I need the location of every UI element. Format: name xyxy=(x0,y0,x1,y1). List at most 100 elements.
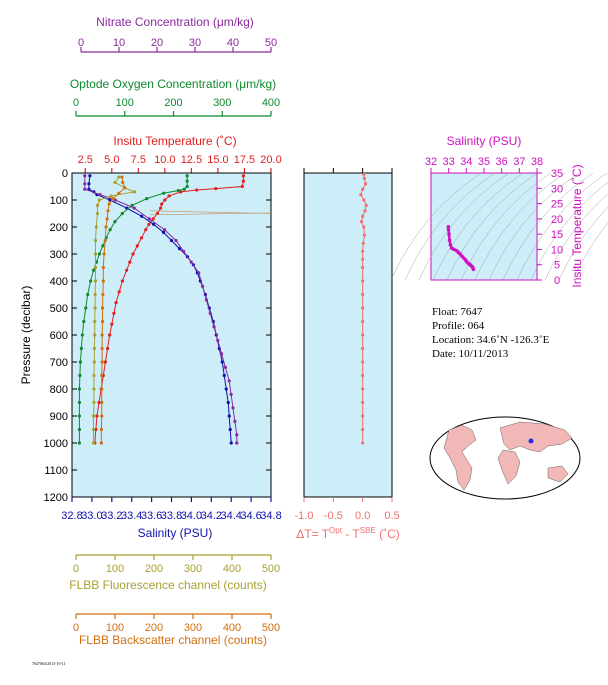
pressure-tick-label: 900 xyxy=(50,411,68,423)
density-contour xyxy=(572,222,608,281)
series-point-5 xyxy=(105,217,109,221)
ts-point xyxy=(446,225,451,229)
series-point-4 xyxy=(92,373,96,378)
salinity-tick-label: 32.8 xyxy=(61,510,82,522)
pressure-tick-label: 500 xyxy=(50,303,68,315)
series-point-0 xyxy=(125,268,129,272)
series-point-5 xyxy=(106,209,110,213)
temperature-tick-label: 15.0 xyxy=(207,154,228,166)
series-point-3 xyxy=(216,338,220,342)
density-contour xyxy=(474,172,566,281)
oxygen-tick-label: 100 xyxy=(116,97,134,109)
series-point-0 xyxy=(108,333,112,337)
salinity-tick-label: 34.4 xyxy=(220,510,241,522)
main-profile-panel: 0 100 200 300 400 500 600 700 800 900 1000 1100 1200… xyxy=(19,168,392,504)
series-point-0 xyxy=(160,202,164,206)
temperature-axis-label: Insitu Temperature (˚C) xyxy=(113,134,236,148)
series-point-5 xyxy=(100,373,104,378)
delta-tick-label: 0.5 xyxy=(384,510,399,522)
series-point-3 xyxy=(212,325,216,329)
salinity-tick-label: 34.0 xyxy=(181,510,202,522)
series-point-4 xyxy=(93,252,98,256)
fluorescence-tick-label: 0 xyxy=(73,563,79,575)
world-map xyxy=(429,416,581,500)
series-point-4 xyxy=(91,441,96,445)
oxygen-tick-label: 300 xyxy=(213,97,231,109)
series-point-5 xyxy=(103,238,107,243)
density-contour xyxy=(502,172,594,281)
series-point-2 xyxy=(77,427,82,432)
map-land-americas xyxy=(443,424,477,491)
series-point-4 xyxy=(95,203,100,207)
series-point-3 xyxy=(98,193,102,197)
fluorescence-tick-label: 400 xyxy=(223,563,241,575)
series-point-3 xyxy=(204,298,208,302)
series-point-2 xyxy=(97,252,101,256)
temperature-tick-label: 2.5 xyxy=(78,154,93,166)
backscatter-axis: 0 100 200 300 400 500 FLBB Backscatter channe… xyxy=(73,613,280,647)
series-point-4 xyxy=(93,292,97,297)
density-contour xyxy=(558,206,608,281)
series-point-3 xyxy=(197,271,201,275)
delta-point xyxy=(361,427,365,432)
ts-right-tick-label: 20 xyxy=(551,214,563,226)
delta-point xyxy=(361,257,365,261)
delta-point xyxy=(363,209,367,213)
series-point-3 xyxy=(235,433,239,437)
series-point-4 xyxy=(93,265,98,270)
series-point-0 xyxy=(110,322,114,326)
series-point-2 xyxy=(101,244,105,248)
ts-right-tick-label: 10 xyxy=(551,244,563,256)
pressure-axis-label: Pressure (decibar) xyxy=(19,286,33,385)
fluorescence-tick-label: 200 xyxy=(145,563,163,575)
delta-point xyxy=(361,441,365,445)
series-point-3 xyxy=(220,352,224,356)
float-number: Float: 7647 xyxy=(432,306,483,318)
ts-point xyxy=(446,227,451,232)
series-point-2 xyxy=(176,188,180,193)
series-point-0 xyxy=(135,244,139,248)
delta-t-panel: -1.0 -0.5 0.0 0.5 ΔT= TOpt - TSBE (˚C) xyxy=(295,168,400,541)
series-point-1 xyxy=(140,214,144,218)
map-land-eurasia xyxy=(499,421,573,453)
delta-point xyxy=(361,333,365,337)
map-land-australia xyxy=(547,465,569,483)
series-point-4 xyxy=(92,387,96,391)
oxygen-tick-label: 400 xyxy=(262,97,280,109)
series-point-0 xyxy=(103,360,108,364)
pressure-tick-label: 800 xyxy=(50,384,68,396)
nitrate-tick-label: 0 xyxy=(78,37,84,49)
delta-point xyxy=(361,241,365,245)
series-point-0 xyxy=(144,228,148,232)
delta-point xyxy=(362,198,366,202)
series-point-2 xyxy=(91,268,96,272)
series-point-3 xyxy=(83,187,87,191)
series-point-2 xyxy=(185,179,189,183)
series-point-2 xyxy=(77,400,82,405)
ts-right-tick-label: 25 xyxy=(551,199,563,211)
fluorescence-axis: 0 100 200 300 400 500 FLBB Fluorescence chann… xyxy=(69,554,280,592)
series-point-2 xyxy=(78,373,82,378)
nitrate-tick-label: 30 xyxy=(189,37,201,49)
series-point-2 xyxy=(120,211,124,216)
series-point-2 xyxy=(108,228,112,232)
delta-point xyxy=(361,414,365,418)
series-point-2 xyxy=(84,306,88,310)
series-point-2 xyxy=(78,360,82,364)
series-point-3 xyxy=(235,441,239,445)
delta-point xyxy=(361,265,365,270)
pressure-tick-label: 200 xyxy=(50,222,68,234)
backscatter-tick-label: 100 xyxy=(106,622,124,634)
series-point-1 xyxy=(224,387,228,391)
nitrate-tick-label: 20 xyxy=(151,37,163,49)
series-point-5 xyxy=(101,265,105,270)
series-point-0 xyxy=(241,174,246,178)
series-point-5 xyxy=(117,191,121,195)
series-point-0 xyxy=(163,198,167,202)
delta-point xyxy=(364,182,368,186)
delta-point xyxy=(362,233,367,237)
series-point-1 xyxy=(87,182,91,186)
fluorescence-tick-label: 100 xyxy=(106,563,124,575)
ts-top-tick-label: 38 xyxy=(531,156,543,168)
series-point-5 xyxy=(100,414,104,418)
